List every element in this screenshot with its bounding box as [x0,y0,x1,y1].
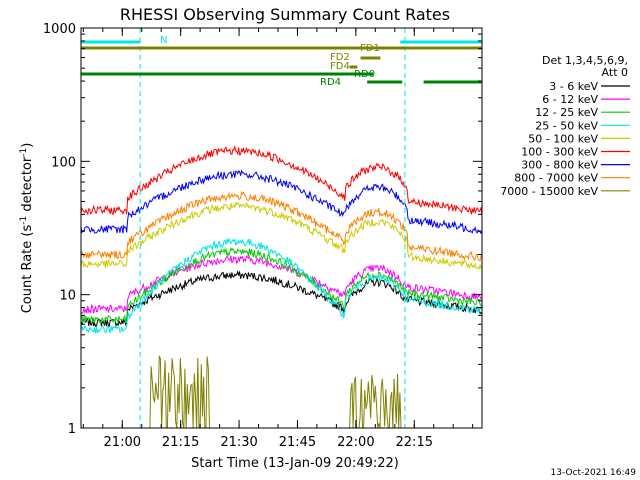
x-axis: 21:00 21:15 21:30 21:45 22:00 22:15 [82,28,474,450]
flag-label: FD4 [330,61,350,72]
flag-label: N [160,35,167,46]
legend-label: 25 - 50 keV [535,119,598,132]
series-line [80,254,483,315]
y-tick-label: 100 [51,155,76,170]
y-tick-label: 1 [68,422,76,437]
legend-header: Det 1,3,4,5,6,9, [542,54,628,67]
legend-label: 300 - 800 keV [521,159,598,172]
legend-header: Att 0 [602,66,628,79]
series-line [80,145,483,216]
legend-label: 800 - 7000 keV [514,172,598,185]
flag-label: FD2 [330,52,350,63]
legend-label: 3 - 6 keV [549,80,598,93]
series-line [80,190,483,262]
x-tick-label: 22:15 [396,435,433,450]
x-tick-label: 21:00 [104,435,141,450]
series-line [80,201,483,271]
x-tick-label: 22:00 [337,435,374,450]
y-axis-label: Count Rate (s-1 detector-1) [19,143,35,314]
chart-title: RHESSI Observing Summary Count Rates [120,5,450,24]
legend-label: 6 - 12 keV [542,93,598,106]
flag-label: FD1 [360,43,380,54]
flag-label: RD4 [320,77,341,88]
y-axis-label-sup2: -1 [19,148,29,157]
series-line [80,246,483,325]
x-tick-label: 21:15 [162,435,199,450]
legend-label: 7000 - 15000 keV [500,185,598,198]
legend-label: 12 - 25 keV [535,106,598,119]
y-axis-label-part1: Count Rate (s [20,225,35,314]
y-axis: 1 10 100 1000 [43,22,482,437]
x-tick-label: 21:45 [279,435,316,450]
legend-label: 100 - 300 keV [521,146,598,159]
plot-frame [80,27,483,429]
flag-label: RD0 [354,69,375,80]
series-line [80,237,483,334]
y-axis-label-part2: detector [20,156,35,216]
x-tick-label: 21:30 [220,435,257,450]
series-line [81,354,482,429]
legend-label: 50 - 100 keV [528,132,598,145]
series-line [80,169,483,235]
y-tick-label: 10 [59,289,76,304]
y-axis-label-part3: ) [20,143,35,148]
y-tick-label: 1000 [43,22,76,37]
footer-timestamp: 13-Oct-2021 16:49 [551,468,637,478]
x-axis-label: Start Time (13-Jan-09 20:49:22) [191,456,399,471]
y-axis-label-sup1: -1 [19,216,29,225]
